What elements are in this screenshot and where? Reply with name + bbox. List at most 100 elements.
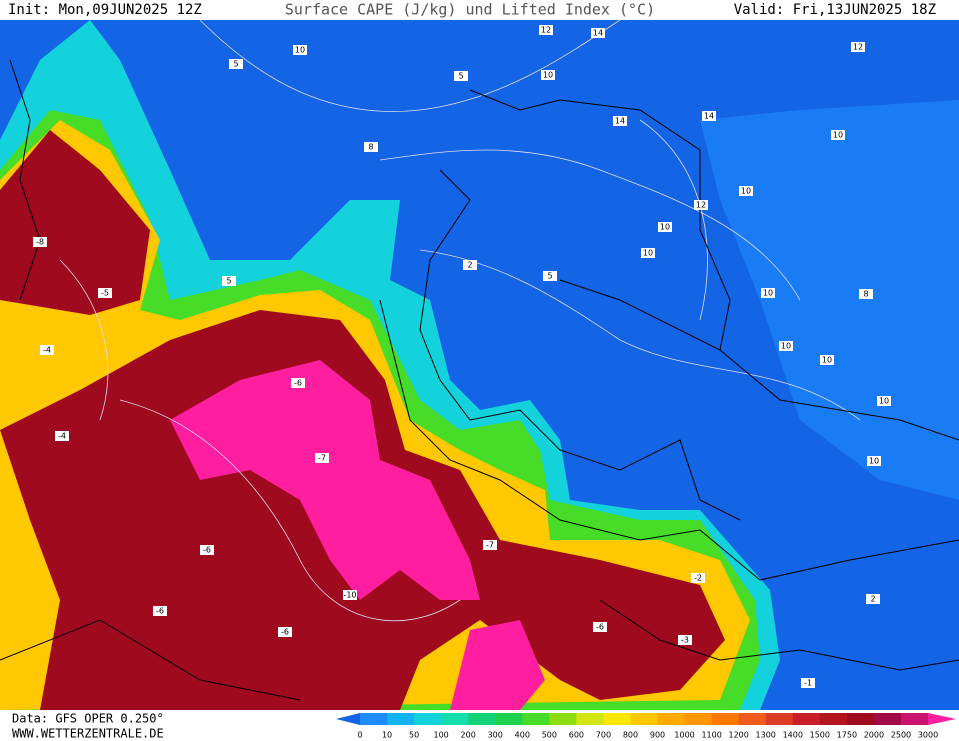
contour-label: 10 [761, 288, 775, 298]
contour-label-text: -7 [318, 454, 326, 463]
contour-label-text: 10 [869, 457, 879, 466]
contour-label-text: 10 [660, 223, 670, 232]
contour-label-text: 12 [696, 201, 706, 210]
contour-label-text: 10 [879, 397, 889, 406]
colorbar-arrow-left [336, 713, 360, 725]
title: Surface CAPE (J/kg) und Lifted Index (°C… [285, 1, 655, 19]
website: WWW.WETTERZENTRALE.DE [12, 727, 164, 741]
contour-label-box [315, 453, 329, 463]
contour-label: 5 [222, 276, 236, 286]
contour-label: 10 [739, 186, 753, 196]
contour-label-box [278, 627, 292, 637]
colorbar-label: 100 [434, 731, 449, 740]
colorbar-label: 10 [382, 731, 392, 740]
contour-label: -10 [343, 590, 357, 600]
contour-label: 14 [702, 111, 716, 121]
contour-label: -6 [200, 545, 214, 555]
colorbar: 0 10 50 100 200 300 400 500 600 700 800 900 1000 1100… [336, 713, 956, 740]
contour-label-box [702, 111, 716, 121]
contour-label-box [153, 606, 167, 616]
contour-label-text: 8 [368, 143, 373, 152]
contour-label: -5 [98, 288, 112, 298]
contour-label: 14 [613, 116, 627, 126]
contour-label: -6 [291, 378, 305, 388]
contour-label-text: 14 [593, 29, 603, 38]
colorbar-segment [792, 713, 821, 725]
contour-label-box [454, 71, 468, 81]
contour-label: 5 [454, 71, 468, 81]
contour-label: 2 [866, 594, 880, 604]
colorbar-label: 200 [461, 731, 476, 740]
colorbar-segment [819, 713, 848, 725]
contour-label-text: 5 [458, 72, 463, 81]
colorbar-segment [468, 713, 496, 725]
contour-label-text: 10 [781, 342, 791, 351]
contour-label: -3 [678, 635, 692, 645]
contour-label-box [867, 456, 881, 466]
contour-label-text: 12 [541, 26, 551, 35]
contour-label-text: -7 [486, 541, 494, 550]
contour-label-text: -6 [156, 607, 164, 616]
contour-label-text: 10 [822, 356, 832, 365]
contour-label: -1 [801, 678, 815, 688]
contour-label-text: 2 [467, 261, 472, 270]
contour-label-box [593, 622, 607, 632]
contour-label-text: -6 [596, 623, 604, 632]
contour-label: 8 [859, 289, 873, 299]
contour-label: -4 [40, 345, 54, 355]
contour-label-box [779, 341, 793, 351]
colorbar-segment [603, 713, 631, 725]
colorbar-label: 700 [596, 731, 611, 740]
contour-label-text: -1 [804, 679, 812, 688]
contour-label-text: -5 [101, 289, 109, 298]
contour-label-box [33, 237, 47, 247]
colorbar-label: 400 [515, 731, 530, 740]
colorbar-label: 50 [409, 731, 419, 740]
contour-label-text: -4 [58, 432, 66, 441]
contour-label-text: 14 [704, 112, 714, 121]
contour-label: 5 [229, 59, 243, 69]
colorbar-label: 1300 [756, 731, 776, 740]
contour-label-box [40, 345, 54, 355]
contour-label: -6 [593, 622, 607, 632]
colorbar-label: 500 [542, 731, 557, 740]
cape-magenta [170, 360, 480, 600]
contour-label-box [801, 678, 815, 688]
contour-label-box [831, 130, 845, 140]
contour-label-text: 12 [853, 43, 863, 52]
contour-label-box [678, 635, 692, 645]
contour-label-box [543, 271, 557, 281]
contour-label-text: 10 [741, 187, 751, 196]
contour-label-box [877, 396, 891, 406]
colorbar-segment [387, 713, 415, 725]
contour-label-text: -10 [343, 591, 356, 600]
colorbar-segment [711, 713, 740, 725]
contour-label-box [820, 355, 834, 365]
colorbar-label: 1400 [783, 731, 803, 740]
contour-label-text: -3 [681, 636, 689, 645]
colorbar-label: 1500 [810, 731, 830, 740]
contour-label-text: 8 [863, 290, 868, 299]
colorbar-segment [657, 713, 686, 725]
contour-label: -7 [315, 453, 329, 463]
contour-label: 12 [539, 25, 553, 35]
contour-label-text: 10 [543, 71, 553, 80]
contour-label: 10 [877, 396, 891, 406]
borders [0, 59, 959, 701]
contour-label-box [539, 25, 553, 35]
contour-label-box [483, 540, 497, 550]
contour-label: 10 [779, 341, 793, 351]
contour-label-box [541, 70, 555, 80]
contour-label-box [859, 289, 873, 299]
contour-label-box [691, 573, 705, 583]
colorbar-label: 2000 [864, 731, 884, 740]
contour-label-box [761, 288, 775, 298]
contour-label-text: 10 [763, 289, 773, 298]
contour-label: -6 [153, 606, 167, 616]
colorbar-segment [414, 713, 442, 725]
colorbar-label: 600 [569, 731, 584, 740]
contour-label-box [222, 276, 236, 286]
contour-label: 2 [463, 260, 477, 270]
contour-label-text: 5 [226, 277, 231, 286]
contour-label: 10 [820, 355, 834, 365]
